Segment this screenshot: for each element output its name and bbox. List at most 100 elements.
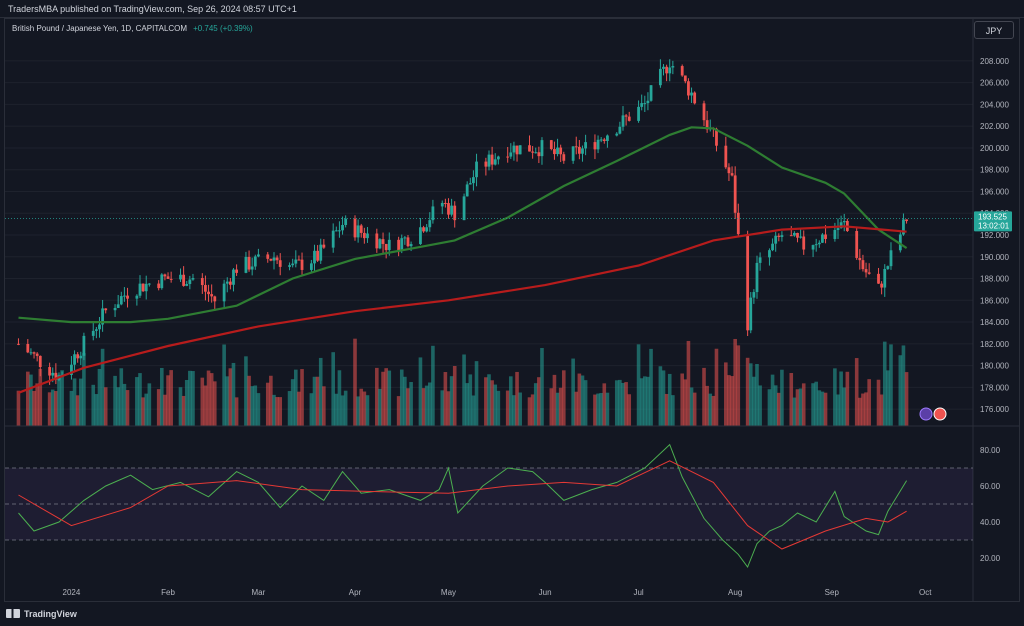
- volume-bar: [356, 396, 360, 426]
- volume-bar: [752, 376, 756, 426]
- candle-body: [842, 220, 846, 223]
- volume-bar: [141, 397, 145, 426]
- volume-bar: [780, 369, 784, 426]
- flash-icon[interactable]: [919, 407, 933, 421]
- rsi-tick-label: 20.00: [980, 554, 1001, 563]
- tradingview-logo[interactable]: TradingView: [6, 609, 77, 619]
- candle-body: [26, 343, 30, 353]
- candle-body: [359, 225, 363, 233]
- volume-bar: [680, 373, 684, 426]
- volume-bar: [91, 384, 96, 426]
- volume-bar: [574, 391, 579, 426]
- volume-bar: [16, 390, 21, 426]
- time-tick-label: May: [441, 588, 456, 597]
- candle-body: [811, 245, 815, 250]
- volume-bar: [60, 370, 64, 426]
- tradingview-logo-icon: [6, 609, 20, 618]
- volume-bar: [206, 370, 211, 426]
- candle-body: [213, 296, 217, 302]
- candle-body: [671, 66, 675, 68]
- volume-bar: [378, 388, 382, 426]
- volume-bar: [297, 391, 301, 426]
- price-tick-label: 202.000: [980, 122, 1009, 131]
- candle-body: [649, 85, 653, 101]
- volume-bar: [705, 385, 709, 426]
- volume-bar: [191, 371, 195, 426]
- time-tick-label: 2024: [63, 588, 81, 597]
- candle-body: [905, 219, 908, 222]
- candle-body: [397, 239, 401, 251]
- volume-bar: [38, 368, 43, 426]
- volume-bars: [16, 338, 909, 426]
- volume-bar: [867, 379, 871, 426]
- candle-body: [235, 269, 238, 273]
- candle-body: [902, 219, 905, 235]
- candle-body: [867, 272, 871, 274]
- candle-body: [191, 278, 195, 280]
- volume-bar: [882, 341, 887, 426]
- candle-body: [331, 230, 335, 248]
- volume-bar: [777, 392, 781, 426]
- volume-bar: [269, 375, 273, 426]
- volume-bar: [814, 381, 818, 426]
- candle-body: [624, 115, 628, 117]
- candle-body: [602, 139, 606, 142]
- volume-bar: [833, 368, 837, 426]
- volume-bar: [231, 362, 236, 426]
- event-icon[interactable]: [933, 407, 947, 421]
- candle-body: [880, 283, 884, 288]
- volume-bar: [509, 376, 513, 426]
- candle-body: [886, 266, 890, 269]
- volume-bar: [692, 392, 697, 426]
- volume-bar: [727, 375, 731, 426]
- candle-body: [188, 279, 192, 284]
- volume-bar: [156, 389, 161, 426]
- candle-body: [528, 145, 531, 152]
- volume-bar: [770, 374, 775, 426]
- candle-body: [855, 230, 859, 258]
- volume-bar: [773, 385, 778, 426]
- volume-bar: [484, 377, 488, 426]
- price-tick-label: 206.000: [980, 79, 1009, 88]
- volume-bar: [35, 383, 39, 426]
- volume-bar: [854, 358, 859, 426]
- volume-bar: [823, 392, 828, 426]
- currency-button[interactable]: JPY: [974, 21, 1014, 39]
- candle-body: [269, 258, 273, 261]
- chart-markers[interactable]: [919, 407, 947, 421]
- candle-body: [715, 128, 718, 146]
- candle-body: [705, 120, 709, 130]
- volume-bar: [505, 390, 510, 426]
- volume-bar: [278, 397, 283, 426]
- candle-body: [138, 283, 142, 296]
- candle-body: [509, 152, 513, 157]
- volume-bar: [78, 378, 83, 426]
- candle-body: [540, 140, 544, 157]
- volume-bar: [375, 367, 379, 426]
- candle-body: [531, 151, 535, 153]
- price-tick-label: 182.000: [980, 340, 1009, 349]
- candle-body: [291, 263, 295, 266]
- volume-bar: [244, 356, 248, 426]
- candle-body: [574, 146, 578, 148]
- volume-bar: [47, 392, 52, 426]
- volume-bar: [50, 389, 55, 426]
- volume-bar: [275, 397, 279, 426]
- volume-bar: [26, 371, 30, 426]
- candle-body: [487, 154, 491, 167]
- candle-body: [210, 294, 214, 297]
- time-tick-label: Mar: [252, 588, 266, 597]
- volume-bar: [898, 355, 903, 426]
- candle-body: [615, 133, 619, 136]
- candle-body: [38, 355, 42, 368]
- candle-body: [640, 103, 644, 107]
- candle-body: [275, 257, 279, 261]
- chart-frame: [4, 18, 1020, 602]
- price-chart[interactable]: 176.000 178.000 180.000 182.000 184.000 186.0…: [0, 0, 1024, 604]
- volume-bar: [440, 390, 445, 426]
- volume-bar: [228, 368, 233, 426]
- volume-bar: [184, 379, 189, 426]
- candle-body: [493, 159, 497, 165]
- rsi-pane: [5, 443, 973, 569]
